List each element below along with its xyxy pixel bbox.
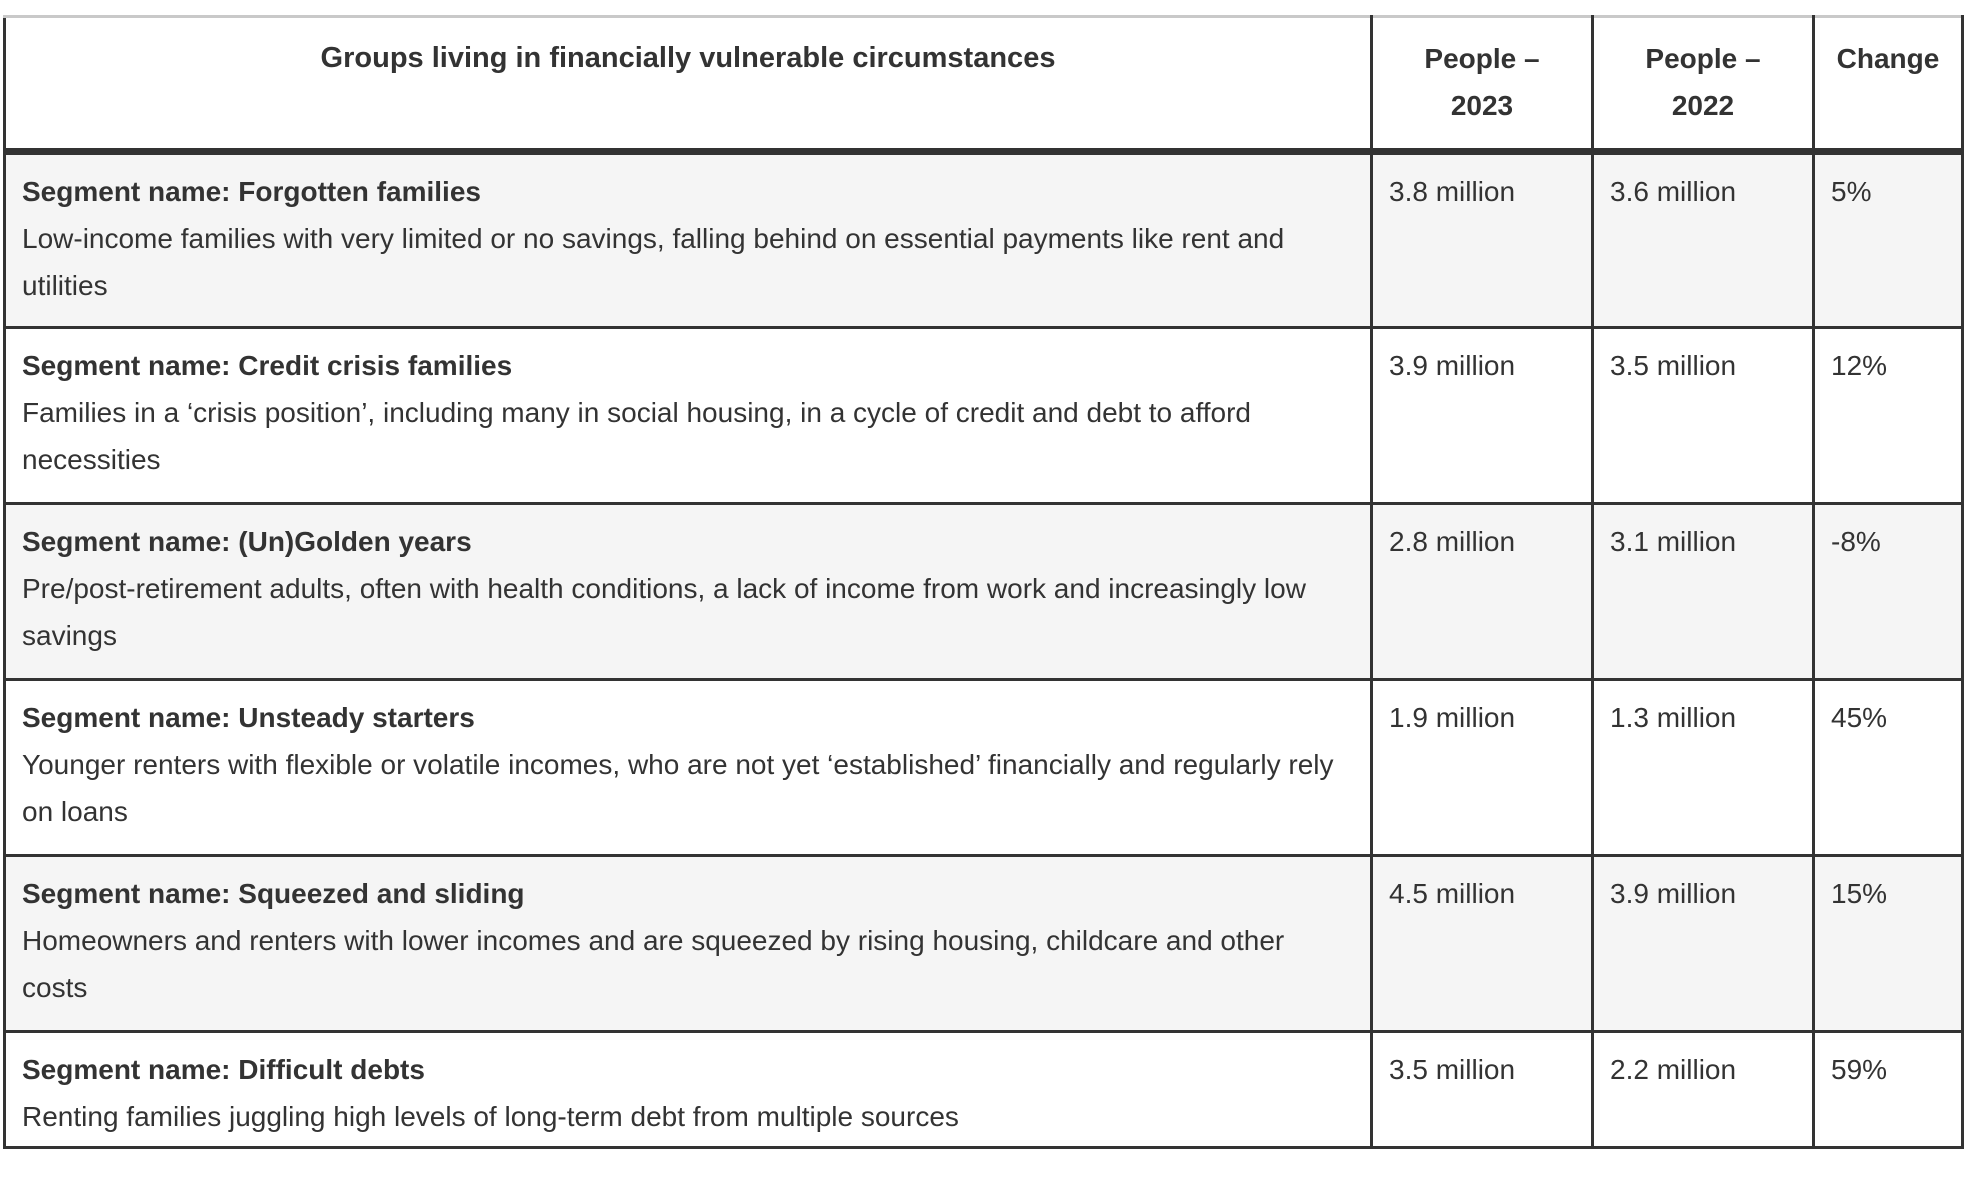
header-groups: Groups living in financially vulnerable …: [3, 15, 1373, 155]
change-cell: 5%: [1812, 150, 1964, 329]
segment-description: Families in a ‘crisis position’, includi…: [22, 397, 1251, 475]
change-value: 59%: [1831, 1054, 1888, 1085]
vulnerable-groups-table: Groups living in financially vulnerable …: [3, 15, 1964, 1149]
people-2022-cell: 2.2 million: [1591, 1030, 1815, 1149]
change-cell: 15%: [1812, 854, 1964, 1033]
change-value: 12%: [1831, 350, 1888, 381]
people-2022-value: 3.6 million: [1610, 176, 1737, 207]
people-2023-cell: 2.8 million: [1370, 502, 1594, 681]
segment-description: Low-income families with very limited or…: [22, 223, 1285, 301]
segment-description: Renting families juggling high levels of…: [22, 1101, 959, 1132]
change-value: 45%: [1831, 702, 1888, 733]
change-value: -8%: [1831, 526, 1881, 557]
header-people-2022-line2: 2022: [1671, 90, 1735, 121]
header-people-2022: People – 2022: [1591, 15, 1815, 155]
people-2022-value: 3.9 million: [1610, 878, 1737, 909]
people-2022-cell: 3.1 million: [1591, 502, 1815, 681]
people-2023-cell: 3.5 million: [1370, 1030, 1594, 1149]
segment-description: Younger renters with flexible or volatil…: [22, 749, 1334, 827]
people-2022-cell: 1.3 million: [1591, 678, 1815, 857]
people-2022-cell: 3.6 million: [1591, 150, 1815, 329]
segment-description: Pre/post-retirement adults, often with h…: [22, 573, 1306, 651]
table-row-difficult-debts: Segment name: Difficult debts Renting fa…: [3, 1030, 1964, 1149]
segment-cell: Segment name: Unsteady starters Younger …: [3, 678, 1373, 857]
people-2022-value: 3.1 million: [1610, 526, 1737, 557]
people-2023-value: 3.8 million: [1389, 176, 1516, 207]
table-row-un-golden-years: Segment name: (Un)Golden years Pre/post-…: [3, 502, 1964, 681]
people-2022-cell: 3.5 million: [1591, 326, 1815, 505]
header-people-2023-line2: 2023: [1450, 90, 1514, 121]
table-header-row: Groups living in financially vulnerable …: [3, 15, 1964, 155]
people-2022-cell: 3.9 million: [1591, 854, 1815, 1033]
segment-description: Homeowners and renters with lower income…: [22, 925, 1285, 1003]
segment-name: Segment name: Difficult debts: [22, 1054, 425, 1085]
header-people-2023: People – 2023: [1370, 15, 1594, 155]
segment-name: Segment name: Forgotten families: [22, 176, 481, 207]
segment-name: Segment name: Credit crisis families: [22, 350, 513, 381]
people-2023-value: 3.5 million: [1389, 1054, 1516, 1085]
header-people-2023-line1: People –: [1424, 43, 1540, 74]
change-cell: -8%: [1812, 502, 1964, 681]
change-value: 5%: [1831, 176, 1872, 207]
people-2023-value: 3.9 million: [1389, 350, 1516, 381]
people-2023-value: 1.9 million: [1389, 702, 1516, 733]
people-2023-cell: 3.9 million: [1370, 326, 1594, 505]
change-cell: 12%: [1812, 326, 1964, 505]
people-2022-value: 1.3 million: [1610, 702, 1737, 733]
change-cell: 45%: [1812, 678, 1964, 857]
change-value: 15%: [1831, 878, 1888, 909]
page: Groups living in financially vulnerable …: [0, 15, 1969, 1184]
segment-cell: Segment name: Squeezed and sliding Homeo…: [3, 854, 1373, 1033]
people-2023-value: 4.5 million: [1389, 878, 1516, 909]
table-row-credit-crisis-families: Segment name: Credit crisis families Fam…: [3, 326, 1964, 505]
segment-cell: Segment name: Difficult debts Renting fa…: [3, 1030, 1373, 1149]
people-2023-cell: 1.9 million: [1370, 678, 1594, 857]
segment-name: Segment name: Unsteady starters: [22, 702, 475, 733]
people-2023-cell: 3.8 million: [1370, 150, 1594, 329]
change-cell: 59%: [1812, 1030, 1964, 1149]
people-2023-cell: 4.5 million: [1370, 854, 1594, 1033]
people-2023-value: 2.8 million: [1389, 526, 1516, 557]
table-row-unsteady-starters: Segment name: Unsteady starters Younger …: [3, 678, 1964, 857]
header-people-2022-line1: People –: [1645, 43, 1761, 74]
segment-cell: Segment name: (Un)Golden years Pre/post-…: [3, 502, 1373, 681]
segment-cell: Segment name: Forgotten families Low-inc…: [3, 150, 1373, 329]
people-2022-value: 3.5 million: [1610, 350, 1737, 381]
table-row-forgotten-families: Segment name: Forgotten families Low-inc…: [3, 150, 1964, 329]
segment-name: Segment name: Squeezed and sliding: [22, 878, 525, 909]
segment-cell: Segment name: Credit crisis families Fam…: [3, 326, 1373, 505]
people-2022-value: 2.2 million: [1610, 1054, 1737, 1085]
segment-name: Segment name: (Un)Golden years: [22, 526, 472, 557]
header-change: Change: [1812, 15, 1964, 155]
table-row-squeezed-and-sliding: Segment name: Squeezed and sliding Homeo…: [3, 854, 1964, 1033]
